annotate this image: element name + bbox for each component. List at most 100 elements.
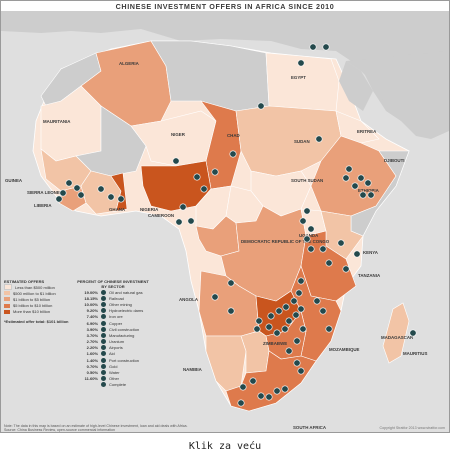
sector-row: 2.20% Airports xyxy=(74,345,152,351)
madagascar xyxy=(382,302,410,364)
sector-icon xyxy=(101,357,106,363)
project-marker-icon xyxy=(367,191,375,199)
sector-percent: 19.00% xyxy=(84,289,98,295)
label-angola: ANGOLA xyxy=(179,297,199,302)
project-marker-icon xyxy=(319,307,327,315)
project-marker-icon xyxy=(273,387,281,395)
sector-icon xyxy=(101,326,106,332)
offers-legend-label: $1 billion to $5 billion xyxy=(13,296,51,302)
offers-legend-label: $5 billion to $10 billion xyxy=(13,303,53,309)
project-marker-icon xyxy=(315,135,323,143)
project-marker-icon xyxy=(297,59,305,67)
eritrea xyxy=(335,110,380,144)
sector-label: Civil construction xyxy=(109,326,140,332)
sector-row: 1.40% Port construction xyxy=(74,357,152,363)
sector-row: 11.60% Other xyxy=(74,376,152,382)
sector-percent: 9.20% xyxy=(86,308,98,314)
sector-label: Aid xyxy=(109,351,115,357)
sector-label: Hydroelectric dams xyxy=(109,308,144,314)
label-algeria: ALGERIA xyxy=(119,61,140,66)
project-marker-icon xyxy=(187,217,195,225)
project-marker-icon xyxy=(307,225,315,233)
project-marker-icon xyxy=(285,317,293,325)
swatch xyxy=(4,297,10,302)
legend: ESTIMATED OFFERS Less than $500 million … xyxy=(4,279,154,388)
sector-icon xyxy=(101,320,106,326)
label-cameroon: CAMEROON xyxy=(148,213,174,218)
project-marker-icon xyxy=(345,165,353,173)
sector-row: 0.70% Gold xyxy=(74,363,152,369)
project-marker-icon xyxy=(107,193,115,201)
africa-map: ALGERIA MAURITANIA NIGER CHAD EGYPT SUDA… xyxy=(1,11,449,432)
project-marker-icon xyxy=(257,102,265,110)
label-mauritania: MAURITANIA xyxy=(43,119,71,124)
sector-icon xyxy=(101,332,106,338)
label-drc: DEMOCRATIC REPUBLIC OF THE CONGO xyxy=(241,239,330,244)
project-marker-icon xyxy=(255,317,263,325)
europe-landmass xyxy=(1,11,449,126)
offers-legend: ESTIMATED OFFERS Less than $500 million … xyxy=(4,279,74,388)
offers-legend-row: $500 million to $1 billion xyxy=(4,290,74,296)
sector-row: 18.15% Railroad xyxy=(74,295,152,301)
project-marker-icon xyxy=(309,43,317,51)
label-sierra-leone: SIERRA LEONE xyxy=(27,190,60,195)
source-text: Source: China Business Review, open-sour… xyxy=(4,428,116,432)
sector-row: Complete xyxy=(74,382,152,388)
project-marker-icon xyxy=(281,385,289,393)
sector-row: 7.40% Iron ore xyxy=(74,314,152,320)
project-marker-icon xyxy=(359,191,367,199)
sector-row: 0.50% Water xyxy=(74,369,152,376)
sector-percent: 7.40% xyxy=(86,314,98,320)
project-marker-icon xyxy=(239,383,247,391)
project-marker-icon xyxy=(229,150,237,158)
project-marker-icon xyxy=(275,307,283,315)
sector-label: Railroad xyxy=(109,295,124,301)
project-marker-icon xyxy=(303,235,311,243)
project-marker-icon xyxy=(342,265,350,273)
label-namibia: NAMIBIA xyxy=(183,367,203,372)
project-marker-icon xyxy=(285,347,293,355)
label-chad: CHAD xyxy=(227,133,240,138)
sudan xyxy=(235,105,342,177)
project-marker-icon xyxy=(117,195,125,203)
offers-legend-label: More than $10 billion xyxy=(13,309,51,315)
label-south-africa: SOUTH AFRICA xyxy=(293,425,327,430)
sector-percent: 0.70% xyxy=(86,363,98,369)
project-marker-icon xyxy=(351,182,359,190)
sector-icon xyxy=(101,351,106,357)
project-marker-icon xyxy=(297,367,305,375)
sector-label: Other xyxy=(109,376,120,382)
sector-legend: PERCENT OF CHINESE INVESTMENT BY SECTOR … xyxy=(74,279,152,388)
sector-label: Complete xyxy=(109,382,127,388)
sector-row: 3.70% Manufacturing xyxy=(74,332,152,338)
project-marker-icon xyxy=(293,337,301,345)
sector-percent: 1.60% xyxy=(86,351,98,357)
project-marker-icon xyxy=(97,185,105,193)
project-marker-icon xyxy=(257,392,265,400)
label-mauritius: MAURITIUS xyxy=(403,351,427,356)
label-mozambique: MOZAMBIQUE xyxy=(329,347,360,352)
label-eritrea: ERITREA xyxy=(357,129,377,134)
project-marker-icon xyxy=(297,277,305,285)
project-marker-icon xyxy=(342,174,350,182)
enlarge-link[interactable]: Klik za veću xyxy=(188,441,262,452)
label-nigeria: NIGERIA xyxy=(140,207,159,212)
map-frame: CHINESE INVESTMENT OFFERS IN AFRICA SINC… xyxy=(0,0,450,433)
label-ethiopia: ETHIOPIA xyxy=(358,188,380,193)
project-marker-icon xyxy=(303,207,311,215)
project-marker-icon xyxy=(211,293,219,301)
label-liberia: LIBERIA xyxy=(34,203,52,208)
sector-row: 2.70% Uranium xyxy=(74,339,152,345)
sector-percent: 2.20% xyxy=(86,345,98,351)
sector-percent: 0.50% xyxy=(86,370,98,376)
label-south-sudan: SOUTH SUDAN xyxy=(291,178,323,183)
sector-icon xyxy=(101,382,106,388)
project-marker-icon xyxy=(292,311,300,319)
project-marker-icon xyxy=(55,195,63,203)
sector-label: Iron ore xyxy=(109,314,123,320)
sector-percent: 3.70% xyxy=(86,332,98,338)
sector-label: Copper xyxy=(109,320,123,326)
swatch xyxy=(4,291,10,296)
sector-percent: 3.90% xyxy=(86,326,98,332)
project-marker-icon xyxy=(249,377,257,385)
